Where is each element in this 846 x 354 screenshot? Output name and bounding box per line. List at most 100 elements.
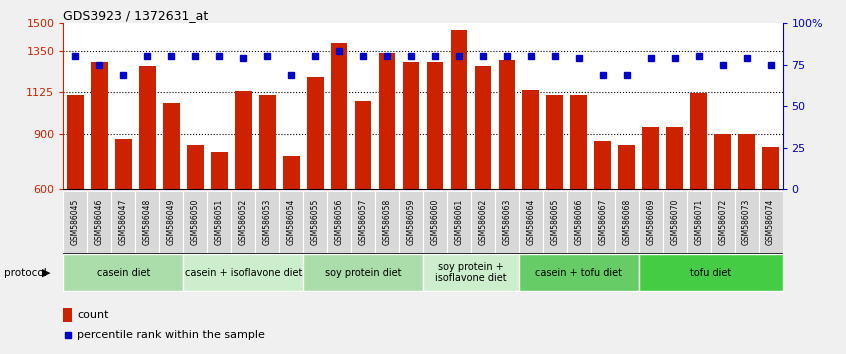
Bar [662, 191, 687, 253]
Bar [615, 191, 639, 253]
Bar [403, 62, 420, 189]
Bar [375, 191, 399, 253]
Text: casein + tofu diet: casein + tofu diet [536, 268, 623, 278]
Bar [591, 191, 615, 253]
Bar [112, 191, 135, 253]
Text: percentile rank within the sample: percentile rank within the sample [77, 330, 265, 340]
Text: soy protein diet: soy protein diet [325, 268, 401, 278]
Text: GSM586052: GSM586052 [239, 199, 248, 245]
Bar [303, 191, 327, 253]
Bar [259, 95, 276, 189]
Bar [255, 191, 279, 253]
Bar [307, 76, 323, 189]
Text: ▶: ▶ [42, 268, 51, 278]
Bar [711, 191, 734, 253]
Text: GSM586047: GSM586047 [119, 199, 128, 245]
Text: GSM586053: GSM586053 [263, 199, 272, 245]
Text: GSM586072: GSM586072 [718, 199, 727, 245]
Bar [667, 126, 683, 189]
Bar [519, 191, 543, 253]
Bar [687, 191, 711, 253]
Bar [159, 191, 184, 253]
Bar [231, 191, 255, 253]
Bar [327, 191, 351, 253]
Bar [354, 101, 371, 189]
Bar [759, 191, 783, 253]
Bar [135, 191, 159, 253]
Bar [714, 134, 731, 189]
Text: GSM586061: GSM586061 [454, 199, 464, 245]
Bar [63, 254, 184, 291]
Text: GSM586057: GSM586057 [359, 199, 367, 245]
Text: protocol: protocol [4, 268, 47, 278]
Bar [139, 65, 156, 189]
Bar [639, 254, 783, 291]
Text: GSM586071: GSM586071 [695, 199, 703, 245]
Text: GSM586055: GSM586055 [310, 199, 320, 245]
Text: GSM586069: GSM586069 [646, 199, 655, 245]
Bar [519, 254, 639, 291]
Text: GSM586056: GSM586056 [335, 199, 343, 245]
Text: GSM586049: GSM586049 [167, 199, 176, 245]
Text: GSM586051: GSM586051 [215, 199, 223, 245]
Bar [184, 191, 207, 253]
Bar [570, 95, 587, 189]
Text: GSM586050: GSM586050 [191, 199, 200, 245]
Bar [495, 191, 519, 253]
Bar [543, 191, 567, 253]
Bar [498, 60, 515, 189]
Bar [63, 191, 87, 253]
Text: GSM586073: GSM586073 [742, 199, 751, 245]
Bar [547, 95, 563, 189]
Bar [423, 191, 447, 253]
Text: GSM586054: GSM586054 [287, 199, 295, 245]
Bar [471, 191, 495, 253]
Text: GSM586058: GSM586058 [382, 199, 392, 245]
Bar [303, 254, 423, 291]
Text: GSM586067: GSM586067 [598, 199, 607, 245]
Text: GSM586074: GSM586074 [766, 199, 775, 245]
Bar [331, 43, 348, 189]
Bar [63, 308, 73, 322]
Bar [184, 254, 303, 291]
Bar [351, 191, 375, 253]
Text: GDS3923 / 1372631_at: GDS3923 / 1372631_at [63, 9, 209, 22]
Text: count: count [77, 310, 108, 320]
Text: GSM586064: GSM586064 [526, 199, 536, 245]
Bar [87, 191, 112, 253]
Bar [739, 134, 755, 189]
Text: GSM586046: GSM586046 [95, 199, 104, 245]
Bar [91, 62, 107, 189]
Bar [567, 191, 591, 253]
Text: GSM586060: GSM586060 [431, 199, 439, 245]
Bar [67, 95, 84, 189]
Text: GSM586066: GSM586066 [574, 199, 583, 245]
Text: GSM586059: GSM586059 [407, 199, 415, 245]
Bar [235, 91, 251, 189]
Bar [163, 103, 179, 189]
Bar [399, 191, 423, 253]
Bar [642, 126, 659, 189]
Text: GSM586065: GSM586065 [551, 199, 559, 245]
Bar [447, 191, 471, 253]
Bar [595, 141, 611, 189]
Text: GSM586048: GSM586048 [143, 199, 151, 245]
Bar [451, 30, 467, 189]
Bar [115, 139, 132, 189]
Text: casein diet: casein diet [96, 268, 150, 278]
Bar [762, 147, 779, 189]
Bar [734, 191, 759, 253]
Bar [523, 90, 539, 189]
Text: soy protein +
isoflavone diet: soy protein + isoflavone diet [435, 262, 507, 284]
Text: GSM586045: GSM586045 [71, 199, 80, 245]
Text: GSM586070: GSM586070 [670, 199, 679, 245]
Bar [423, 254, 519, 291]
Bar [426, 62, 443, 189]
Bar [211, 153, 228, 189]
Text: GSM586062: GSM586062 [479, 199, 487, 245]
Bar [379, 53, 395, 189]
Bar [207, 191, 231, 253]
Bar [618, 145, 635, 189]
Text: casein + isoflavone diet: casein + isoflavone diet [184, 268, 302, 278]
Bar [690, 93, 707, 189]
